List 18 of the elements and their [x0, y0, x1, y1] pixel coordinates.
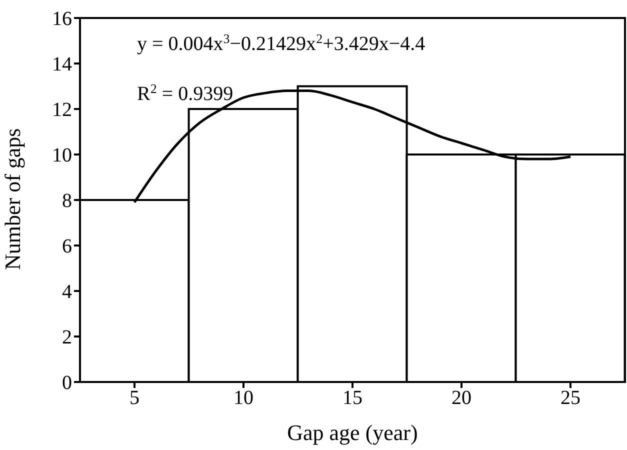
y-tick-label: 12 [52, 99, 72, 122]
y-tick-label: 8 [62, 190, 72, 212]
x-tick-label: 10 [234, 387, 254, 410]
y-tick-label: 2 [62, 326, 72, 349]
y-tick-label: 14 [52, 54, 72, 76]
y-tick-label: 4 [62, 281, 72, 304]
y-axis-title: Number of gaps [0, 128, 25, 270]
y-tick-label: 10 [52, 144, 72, 167]
y-tick-label: 16 [52, 8, 72, 30]
x-tick-label: 25 [560, 387, 580, 410]
x-tick-label: 20 [452, 387, 472, 410]
x-tick-label: 15 [342, 387, 362, 410]
annotation: R$^{2}$ = 0.9399 [137, 80, 234, 105]
x-tick-label: 5 [130, 387, 140, 410]
annotation: y = 0.004x$^{3}$−0.21429x$^{2}$+3.429x−4.4 [137, 30, 426, 55]
y-tick-label: 0 [62, 372, 72, 394]
y-tick-label: 6 [62, 236, 72, 258]
x-axis-title: Gap age (year) [287, 420, 418, 445]
